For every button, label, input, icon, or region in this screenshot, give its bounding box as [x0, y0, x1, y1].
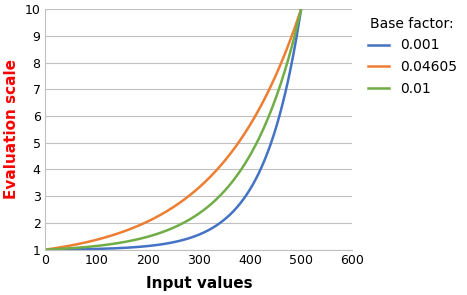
- Legend: 0.001, 0.04605, 0.01: 0.001, 0.04605, 0.01: [362, 11, 462, 101]
- Line: 0.01: 0.01: [45, 9, 301, 250]
- 0.01: [42, 248, 48, 251]
- 0.04605: [291, 29, 297, 33]
- 0.001: [56, 248, 61, 251]
- 0.04605: [160, 212, 166, 215]
- Y-axis label: Evaluation scale: Evaluation scale: [4, 59, 19, 199]
- 0.01: [244, 159, 249, 163]
- X-axis label: Input values: Input values: [146, 276, 252, 291]
- 0.01: [167, 227, 173, 231]
- 0.04605: [291, 29, 297, 32]
- 0.001: [298, 7, 304, 11]
- 0.001: [244, 193, 249, 196]
- 0.01: [160, 230, 166, 234]
- 0.001: [167, 241, 173, 245]
- 0.001: [291, 52, 297, 55]
- 0.001: [291, 51, 297, 55]
- 0.04605: [56, 246, 61, 250]
- Line: 0.001: 0.001: [45, 9, 301, 250]
- 0.04605: [298, 7, 304, 11]
- 0.01: [291, 38, 297, 42]
- 0.01: [56, 247, 61, 251]
- 0.001: [42, 248, 48, 251]
- Line: 0.04605: 0.04605: [45, 9, 301, 250]
- 0.01: [298, 7, 304, 11]
- 0.01: [291, 38, 297, 41]
- 0.04605: [244, 128, 249, 132]
- 0.04605: [42, 248, 48, 251]
- 0.04605: [167, 208, 173, 211]
- 0.001: [160, 242, 166, 246]
